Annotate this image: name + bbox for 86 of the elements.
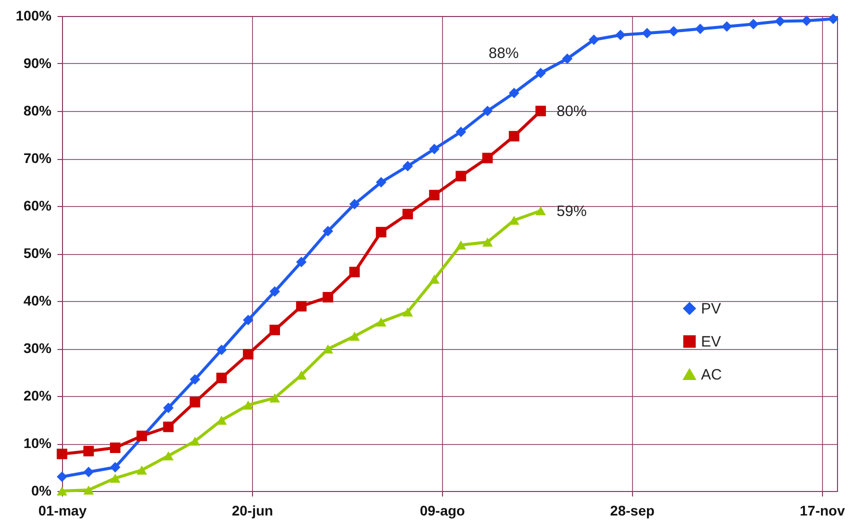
point	[242, 314, 254, 326]
point	[482, 152, 493, 164]
x-tick-label: 09-ago	[420, 502, 465, 518]
point	[535, 106, 546, 116]
legend-label: EV	[701, 334, 722, 350]
point	[163, 422, 174, 432]
point	[828, 14, 838, 24]
point	[429, 274, 440, 284]
y-tick-label: 60%	[23, 198, 52, 214]
point	[56, 472, 68, 482]
y-tick-label: 0%	[31, 482, 52, 498]
point	[349, 198, 360, 210]
point	[190, 436, 200, 446]
point	[83, 486, 94, 495]
point	[642, 28, 652, 38]
point	[482, 238, 493, 247]
point	[508, 88, 520, 98]
point	[376, 177, 386, 188]
point	[349, 266, 360, 278]
x-tick-label: 20-jun	[232, 502, 274, 518]
point	[402, 208, 413, 220]
point	[242, 400, 254, 410]
legend-label: PV	[701, 300, 722, 318]
point	[110, 442, 120, 454]
point	[801, 16, 812, 26]
point	[562, 54, 573, 64]
point	[535, 206, 546, 216]
point	[376, 226, 386, 238]
legend-label: AC	[701, 366, 722, 384]
point	[456, 170, 466, 182]
point	[482, 106, 493, 116]
point	[429, 190, 440, 200]
point	[270, 324, 280, 336]
point	[163, 402, 174, 414]
y-tick-label: 10%	[23, 435, 52, 451]
point	[296, 300, 307, 312]
point	[402, 307, 413, 316]
point	[296, 256, 307, 268]
point	[668, 26, 679, 36]
point	[190, 374, 200, 385]
point	[270, 393, 280, 402]
point	[322, 292, 334, 302]
point	[508, 130, 520, 142]
point	[588, 34, 600, 45]
point	[270, 286, 280, 297]
point	[376, 317, 386, 326]
annotation: 59%	[556, 202, 587, 220]
point	[402, 160, 413, 172]
point	[136, 430, 148, 442]
point	[456, 240, 466, 250]
point	[774, 16, 786, 26]
point	[163, 451, 174, 460]
point	[349, 332, 360, 341]
point	[110, 474, 120, 483]
annotation: 88%	[488, 45, 519, 62]
x-tick-label: 01-may	[38, 502, 87, 518]
point	[615, 30, 626, 40]
y-tick-label: 100%	[16, 8, 52, 24]
y-tick-label: 50%	[23, 245, 52, 261]
point	[56, 448, 68, 460]
point	[535, 68, 546, 78]
point	[322, 226, 334, 236]
y-tick-label: 70%	[23, 150, 52, 166]
point	[748, 18, 759, 30]
point	[429, 144, 440, 154]
y-tick-label: 30%	[23, 340, 52, 356]
point	[322, 344, 334, 354]
point	[83, 466, 94, 478]
point	[722, 21, 732, 32]
x-tick-label: 17-nov	[800, 502, 846, 518]
x-tick-label: 28-sep	[610, 502, 655, 518]
point	[190, 396, 200, 408]
point	[216, 344, 227, 356]
y-tick-label: 20%	[23, 388, 52, 404]
point	[136, 466, 148, 475]
y-tick-label: 90%	[23, 55, 52, 71]
point	[694, 24, 706, 34]
point	[110, 462, 120, 472]
point	[296, 370, 307, 380]
y-tick-label: 80%	[23, 102, 52, 118]
point	[242, 348, 254, 360]
point	[216, 372, 227, 384]
point	[56, 486, 68, 496]
point	[456, 126, 466, 138]
y-tick-label: 40%	[23, 292, 52, 308]
point	[83, 446, 94, 456]
